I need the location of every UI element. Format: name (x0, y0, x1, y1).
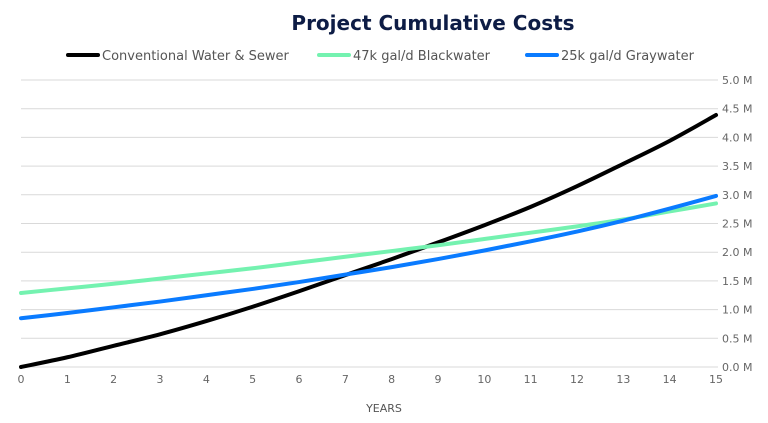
legend-item[interactable]: 25k gal/d Graywater (525, 49, 695, 64)
x-tick-label: 10 (477, 373, 491, 386)
x-tick-label: 4 (203, 373, 210, 386)
y-tick-label: 2.5 M (722, 218, 752, 231)
x-tick-label: 0 (18, 373, 25, 386)
x-tick-label: 2 (110, 373, 117, 386)
y-tick-label: 1.5 M (722, 275, 752, 288)
plot-area (19, 113, 718, 369)
x-tick-label: 14 (663, 373, 677, 386)
y-tick-label: 4.0 M (722, 131, 752, 144)
legend-item[interactable]: Conventional Water & Sewer (66, 49, 290, 64)
legend: Conventional Water & Sewer 47k gal/d Blac… (66, 49, 695, 64)
x-axis: 0 1 2 3 4 5 6 7 8 9 10 11 12 13 14 15 (18, 373, 724, 386)
x-tick-label: 5 (249, 373, 256, 386)
y-tick-label: 3.5 M (722, 160, 752, 173)
x-tick-label: 9 (435, 373, 442, 386)
y-tick-label: 2.0 M (722, 246, 752, 259)
x-tick-label: 15 (709, 373, 723, 386)
y-tick-label: 0.5 M (722, 332, 752, 345)
legend-label: 25k gal/d Graywater (561, 49, 695, 64)
series-line-0 (19, 113, 718, 369)
y-tick-label: 1.0 M (722, 304, 752, 317)
x-tick-label: 6 (296, 373, 303, 386)
x-tick-label: 12 (570, 373, 584, 386)
y-axis: 0.0 M 0.5 M 1.0 M 1.5 M 2.0 M 2.5 M 3.0 M 3.5 M… (722, 74, 752, 374)
x-tick-label: 8 (388, 373, 395, 386)
y-tick-label: 5.0 M (722, 74, 752, 87)
grid (21, 79, 718, 368)
x-tick-label: 1 (64, 373, 71, 386)
series-line-1 (19, 201, 718, 295)
legend-label: 47k gal/d Blackwater (353, 49, 491, 64)
x-tick-label: 3 (157, 373, 164, 386)
y-tick-label: 3.0 M (722, 189, 752, 202)
series-line-2 (19, 193, 718, 321)
x-axis-label: YEARS (365, 402, 402, 415)
x-tick-label: 7 (342, 373, 349, 386)
x-tick-label: 13 (616, 373, 630, 386)
y-tick-label: 0.0 M (722, 361, 752, 374)
legend-item[interactable]: 47k gal/d Blackwater (317, 49, 491, 64)
chart-title: Project Cumulative Costs (291, 11, 574, 35)
x-tick-label: 11 (524, 373, 538, 386)
y-tick-label: 4.5 M (722, 103, 752, 116)
legend-label: Conventional Water & Sewer (102, 49, 290, 64)
